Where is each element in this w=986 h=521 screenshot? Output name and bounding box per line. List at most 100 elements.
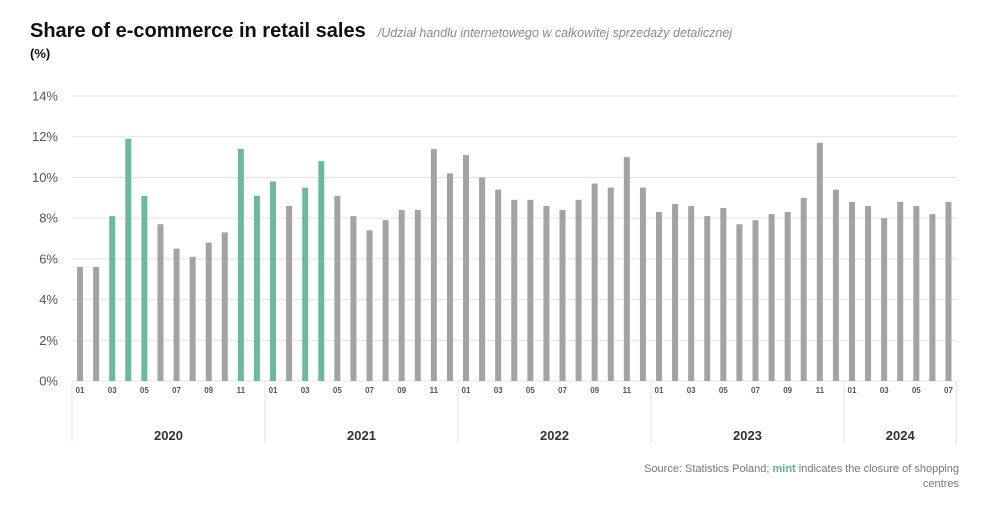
year-label: 2024 xyxy=(886,428,916,443)
bar xyxy=(639,187,646,381)
x-tick-label: 01 xyxy=(462,386,471,395)
source-prefix: Source: Statistics Poland; xyxy=(644,463,773,475)
year-label: 2020 xyxy=(154,428,183,443)
bar xyxy=(157,224,164,381)
bar xyxy=(704,216,711,381)
bar xyxy=(125,138,132,381)
x-tick-label: 05 xyxy=(912,386,921,395)
bar xyxy=(913,205,920,381)
bar xyxy=(334,195,341,381)
x-tick-label: 03 xyxy=(687,386,696,395)
bar xyxy=(253,195,260,381)
bar xyxy=(366,230,373,381)
bar xyxy=(575,199,582,381)
x-tick-label: 11 xyxy=(237,386,246,395)
x-tick-label: 09 xyxy=(783,386,792,395)
x-tick-label: 09 xyxy=(590,386,599,395)
x-tick-label: 01 xyxy=(655,386,664,395)
bar xyxy=(720,207,727,381)
bar xyxy=(237,148,244,381)
bar xyxy=(784,212,791,381)
x-tick-label: 05 xyxy=(333,386,342,395)
unit-label: (%) xyxy=(30,46,51,61)
x-tick-label: 05 xyxy=(140,386,149,395)
x-tick-label: 09 xyxy=(204,386,213,395)
x-tick-label: 07 xyxy=(172,386,181,395)
bar xyxy=(286,205,293,381)
chart-subtitle: /Udział handlu internetowego w całkowite… xyxy=(377,26,733,40)
bar xyxy=(865,205,872,381)
year-label: 2022 xyxy=(540,428,569,443)
y-tick-label: 6% xyxy=(39,251,58,266)
x-tick-label: 11 xyxy=(623,386,632,395)
bar xyxy=(623,157,630,381)
bar xyxy=(189,256,196,381)
bar xyxy=(173,248,180,381)
bar xyxy=(832,189,839,381)
bar xyxy=(141,195,148,381)
source-suffix: indicates the closure of shopping centre… xyxy=(795,463,959,490)
bar xyxy=(527,199,534,381)
bar xyxy=(591,183,598,381)
x-tick-label: 05 xyxy=(526,386,535,395)
year-label: 2021 xyxy=(347,428,376,443)
y-tick-label: 14% xyxy=(32,89,58,104)
bar xyxy=(398,210,405,381)
year-label: 2023 xyxy=(733,428,762,443)
bar xyxy=(463,155,470,381)
x-tick-label: 07 xyxy=(365,386,374,395)
x-tick-label: 01 xyxy=(848,386,857,395)
bar xyxy=(414,210,421,381)
bar xyxy=(672,203,679,381)
x-tick-label: 03 xyxy=(301,386,310,395)
bar xyxy=(205,242,212,381)
y-tick-label: 10% xyxy=(32,170,58,185)
x-tick-label: 01 xyxy=(269,386,278,395)
x-tick-label: 11 xyxy=(430,386,439,395)
bar xyxy=(109,216,116,381)
source-note: Source: Statistics Poland; mint indicate… xyxy=(639,462,959,492)
bar xyxy=(736,224,743,381)
x-tick-label: 03 xyxy=(880,386,889,395)
bar xyxy=(302,187,309,381)
bar xyxy=(655,212,662,381)
bar xyxy=(430,148,437,381)
bar xyxy=(768,214,775,381)
bar xyxy=(752,220,759,381)
x-tick-label: 03 xyxy=(494,386,503,395)
bar xyxy=(543,205,550,381)
x-tick-label: 05 xyxy=(719,386,728,395)
x-tick-label: 01 xyxy=(76,386,85,395)
bar xyxy=(270,181,277,381)
y-tick-label: 8% xyxy=(39,211,58,226)
bar xyxy=(77,267,84,381)
chart-header: Share of e-commerce in retail sales/Udzi… xyxy=(30,20,732,43)
bar xyxy=(446,173,453,381)
bar xyxy=(93,267,100,381)
chart-title: Share of e-commerce in retail sales xyxy=(30,20,366,42)
bar xyxy=(382,220,389,381)
bar xyxy=(881,218,888,381)
y-tick-label: 2% xyxy=(39,333,58,348)
bar xyxy=(897,201,904,381)
bar xyxy=(350,216,357,381)
bar xyxy=(816,142,823,381)
x-tick-label: 07 xyxy=(751,386,760,395)
bar xyxy=(511,199,518,381)
x-tick-label: 07 xyxy=(944,386,953,395)
bar xyxy=(495,189,502,381)
bar xyxy=(848,201,855,381)
bar xyxy=(945,201,952,381)
bar xyxy=(800,197,807,381)
x-tick-label: 03 xyxy=(108,386,117,395)
bar xyxy=(559,210,566,381)
x-tick-label: 11 xyxy=(816,386,825,395)
bar xyxy=(688,205,695,381)
y-tick-label: 12% xyxy=(32,129,58,144)
x-tick-label: 09 xyxy=(397,386,406,395)
bar xyxy=(318,161,325,381)
bar xyxy=(221,232,228,381)
source-highlight: mint xyxy=(772,463,796,475)
y-tick-label: 4% xyxy=(39,292,58,307)
